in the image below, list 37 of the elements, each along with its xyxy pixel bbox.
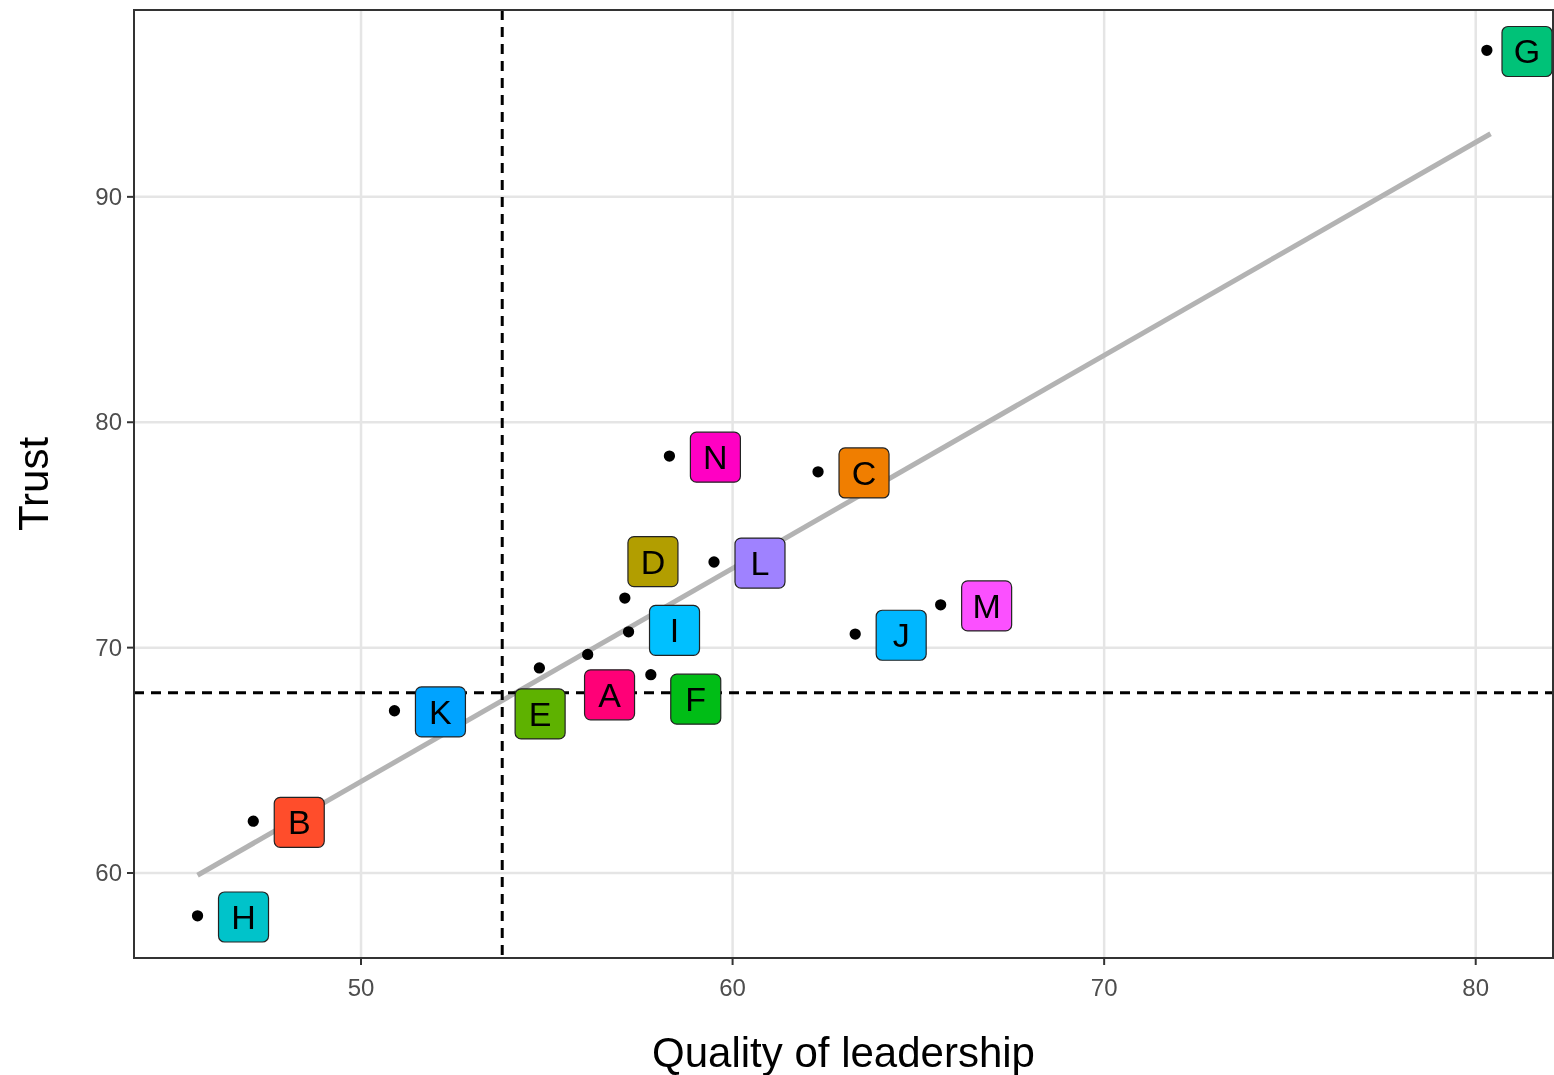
data-label: F — [685, 680, 707, 719]
data-label: K — [429, 692, 453, 731]
data-label: M — [972, 586, 1001, 625]
y-tick-label: 70 — [95, 633, 122, 661]
point — [812, 466, 824, 478]
point — [247, 815, 259, 827]
data-label: I — [669, 611, 680, 650]
data-label: N — [703, 438, 728, 477]
data-label: L — [750, 544, 770, 583]
point — [191, 910, 204, 922]
x-tick-label: 50 — [347, 974, 375, 1001]
data-label: B — [287, 803, 311, 842]
x-tick-label: 80 — [1462, 974, 1490, 1001]
y-tick-label: 60 — [95, 859, 122, 887]
point — [849, 628, 861, 640]
data-label: J — [892, 616, 910, 655]
data-label: A — [598, 675, 622, 714]
point — [619, 592, 631, 604]
data-label: G — [1513, 32, 1541, 71]
y-axis-title: Trust — [10, 436, 57, 532]
point — [582, 648, 594, 661]
data-label: D — [640, 542, 666, 581]
point — [388, 705, 401, 717]
point — [645, 669, 657, 681]
y-tick-label: 90 — [95, 182, 122, 210]
y-tick-label: 80 — [95, 408, 122, 436]
point — [1481, 44, 1493, 56]
point — [663, 450, 676, 462]
point — [622, 626, 635, 638]
x-tick-label: 70 — [1090, 974, 1118, 1001]
data-label: E — [528, 694, 552, 733]
point — [935, 599, 947, 611]
data-label: H — [231, 897, 256, 936]
x-tick-label: 60 — [719, 974, 746, 1001]
data-label: C — [851, 453, 877, 492]
point — [708, 556, 720, 568]
point — [533, 662, 546, 674]
